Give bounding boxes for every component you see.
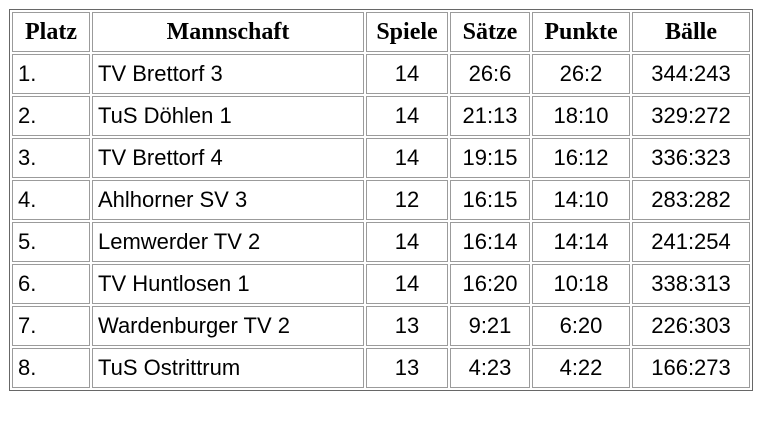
cell-baelle: 329:272	[632, 96, 750, 136]
cell-platz: 1.	[12, 54, 90, 94]
table-row: 7. Wardenburger TV 2 13 9:21 6:20 226:303	[12, 306, 750, 346]
cell-baelle: 344:243	[632, 54, 750, 94]
cell-punkte: 6:20	[532, 306, 630, 346]
column-header-spiele: Spiele	[366, 12, 448, 52]
cell-saetze: 21:13	[450, 96, 530, 136]
cell-mannschaft: Ahlhorner SV 3	[92, 180, 364, 220]
cell-mannschaft: TuS Döhlen 1	[92, 96, 364, 136]
cell-punkte: 14:14	[532, 222, 630, 262]
cell-baelle: 241:254	[632, 222, 750, 262]
cell-spiele: 14	[366, 138, 448, 178]
cell-spiele: 13	[366, 306, 448, 346]
cell-saetze: 16:20	[450, 264, 530, 304]
cell-mannschaft: TV Brettorf 3	[92, 54, 364, 94]
cell-platz: 4.	[12, 180, 90, 220]
cell-platz: 2.	[12, 96, 90, 136]
cell-saetze: 26:6	[450, 54, 530, 94]
cell-mannschaft: TV Huntlosen 1	[92, 264, 364, 304]
cell-punkte: 16:12	[532, 138, 630, 178]
column-header-saetze: Sätze	[450, 12, 530, 52]
header-row: Platz Mannschaft Spiele Sätze Punkte Bälle	[12, 12, 750, 52]
cell-spiele: 14	[366, 96, 448, 136]
cell-mannschaft: TuS Ostrittrum	[92, 348, 364, 388]
cell-punkte: 14:10	[532, 180, 630, 220]
cell-platz: 5.	[12, 222, 90, 262]
cell-punkte: 10:18	[532, 264, 630, 304]
cell-platz: 3.	[12, 138, 90, 178]
cell-baelle: 283:282	[632, 180, 750, 220]
cell-baelle: 336:323	[632, 138, 750, 178]
cell-punkte: 18:10	[532, 96, 630, 136]
cell-platz: 6.	[12, 264, 90, 304]
table-row: 4. Ahlhorner SV 3 12 16:15 14:10 283:282	[12, 180, 750, 220]
cell-platz: 8.	[12, 348, 90, 388]
column-header-mannschaft: Mannschaft	[92, 12, 364, 52]
column-header-baelle: Bälle	[632, 12, 750, 52]
table-row: 5. Lemwerder TV 2 14 16:14 14:14 241:254	[12, 222, 750, 262]
cell-saetze: 16:15	[450, 180, 530, 220]
cell-mannschaft: TV Brettorf 4	[92, 138, 364, 178]
table-row: 8. TuS Ostrittrum 13 4:23 4:22 166:273	[12, 348, 750, 388]
table-row: 1. TV Brettorf 3 14 26:6 26:2 344:243	[12, 54, 750, 94]
cell-saetze: 16:14	[450, 222, 530, 262]
table-body: 1. TV Brettorf 3 14 26:6 26:2 344:243 2. TuS Dö…	[12, 54, 750, 388]
cell-spiele: 14	[366, 54, 448, 94]
table-row: 6. TV Huntlosen 1 14 16:20 10:18 338:313	[12, 264, 750, 304]
column-header-punkte: Punkte	[532, 12, 630, 52]
cell-baelle: 338:313	[632, 264, 750, 304]
cell-saetze: 19:15	[450, 138, 530, 178]
cell-spiele: 12	[366, 180, 448, 220]
table-row: 2. TuS Döhlen 1 14 21:13 18:10 329:272	[12, 96, 750, 136]
table-head: Platz Mannschaft Spiele Sätze Punkte Bälle	[12, 12, 750, 52]
cell-saetze: 4:23	[450, 348, 530, 388]
cell-baelle: 226:303	[632, 306, 750, 346]
cell-punkte: 26:2	[532, 54, 630, 94]
cell-spiele: 14	[366, 264, 448, 304]
cell-spiele: 13	[366, 348, 448, 388]
cell-saetze: 9:21	[450, 306, 530, 346]
column-header-platz: Platz	[12, 12, 90, 52]
cell-platz: 7.	[12, 306, 90, 346]
cell-spiele: 14	[366, 222, 448, 262]
cell-baelle: 166:273	[632, 348, 750, 388]
cell-punkte: 4:22	[532, 348, 630, 388]
standings-table: Platz Mannschaft Spiele Sätze Punkte Bälle 1.…	[9, 9, 753, 391]
table-row: 3. TV Brettorf 4 14 19:15 16:12 336:323	[12, 138, 750, 178]
cell-mannschaft: Wardenburger TV 2	[92, 306, 364, 346]
cell-mannschaft: Lemwerder TV 2	[92, 222, 364, 262]
